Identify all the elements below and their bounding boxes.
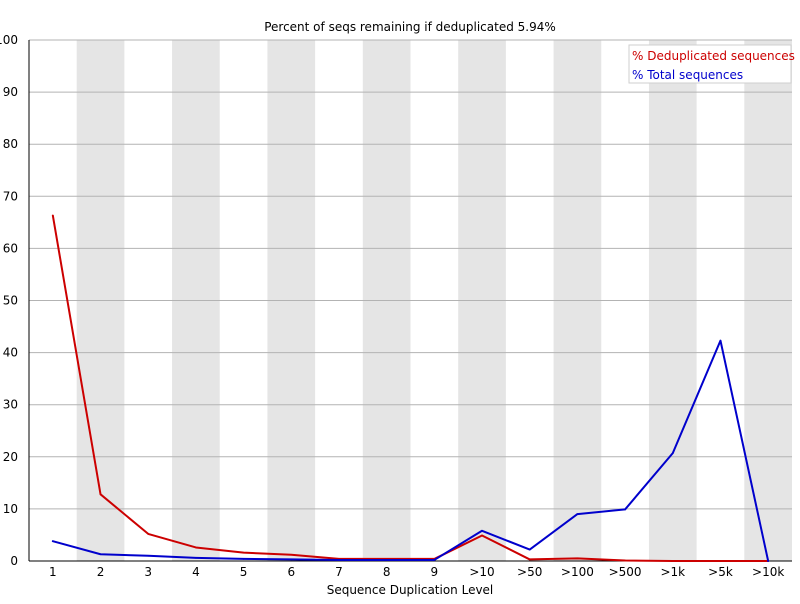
- total-sequences-line: [51, 339, 770, 562]
- total-point: [576, 513, 579, 515]
- x-tick-label: 3: [144, 565, 152, 579]
- total-point: [528, 548, 531, 551]
- deduplicated-point: [99, 493, 102, 496]
- total-point: [624, 508, 626, 511]
- x-tick-label: 9: [431, 565, 439, 579]
- y-tick-label: 50: [3, 294, 18, 308]
- total-point: [338, 559, 340, 561]
- total-point: [481, 529, 483, 532]
- deduplicated-point: [671, 560, 674, 562]
- x-tick-label: 1: [49, 565, 57, 579]
- y-tick-labels: 0 10 20 30 40 50 60 70 80 90 100: [0, 33, 18, 568]
- x-tick-label: >50: [517, 565, 542, 579]
- y-tick-label: 20: [3, 450, 18, 464]
- total-point: [52, 540, 54, 543]
- deduplicated-point: [195, 546, 197, 549]
- deduplicated-point: [290, 553, 293, 556]
- legend-item-total: % Total sequences: [632, 68, 743, 82]
- x-tick-label: 8: [383, 565, 391, 579]
- total-point: [195, 557, 197, 559]
- deduplicated-point: [147, 533, 150, 535]
- y-tick-label: 90: [3, 85, 18, 99]
- x-tick-label: >1k: [660, 565, 685, 579]
- total-point: [433, 559, 436, 561]
- deduplicated-point: [719, 560, 722, 562]
- x-tick-label: >5k: [708, 565, 733, 579]
- deduplicated-point: [528, 558, 531, 561]
- x-tick-label: >500: [609, 565, 642, 579]
- x-tick-label: 6: [287, 565, 295, 579]
- total-point: [242, 558, 245, 560]
- x-tick-label: 7: [335, 565, 343, 579]
- total-point: [719, 339, 722, 342]
- deduplicated-point: [576, 557, 579, 560]
- deduplicated-point: [52, 214, 54, 217]
- legend-item-deduplicated: % Deduplicated sequences: [632, 49, 795, 63]
- deduplicated-sequences-line: [51, 214, 770, 562]
- total-point: [385, 559, 388, 561]
- y-tick-label: 40: [3, 346, 18, 360]
- legend: % Deduplicated sequences % Total sequenc…: [628, 44, 795, 84]
- deduplicated-point: [624, 559, 626, 562]
- total-point: [290, 558, 293, 561]
- total-point: [99, 553, 102, 556]
- y-tick-label: 80: [3, 137, 18, 151]
- x-axis-title: Sequence Duplication Level: [327, 583, 494, 597]
- deduplicated-point: [242, 551, 245, 554]
- deduplicated-point: [481, 534, 483, 537]
- x-tick-labels: 1 2 3 4 5 6 7 8 9 >10 >50 >100 >500 >1k >5k >10k: [49, 565, 784, 579]
- x-tick-label: >10k: [752, 565, 784, 579]
- y-tick-label: 60: [3, 241, 18, 255]
- y-tick-label: 0: [10, 554, 18, 568]
- chart-title: Percent of seqs remaining if deduplicate…: [264, 20, 556, 34]
- y-tick-label: 70: [3, 189, 18, 203]
- x-tick-label: 5: [240, 565, 248, 579]
- y-tick-label: 10: [3, 502, 18, 516]
- series-lines: [51, 214, 770, 562]
- y-tick-label: 30: [3, 398, 18, 412]
- total-point: [671, 452, 674, 454]
- x-tick-label: >100: [561, 565, 594, 579]
- x-tick-label: 2: [97, 565, 105, 579]
- x-tick-label: 4: [192, 565, 200, 579]
- total-point: [147, 554, 150, 557]
- x-tick-label: >10: [469, 565, 494, 579]
- y-tick-label: 100: [0, 33, 18, 47]
- legend-box: [628, 44, 792, 84]
- total-point: [767, 560, 769, 562]
